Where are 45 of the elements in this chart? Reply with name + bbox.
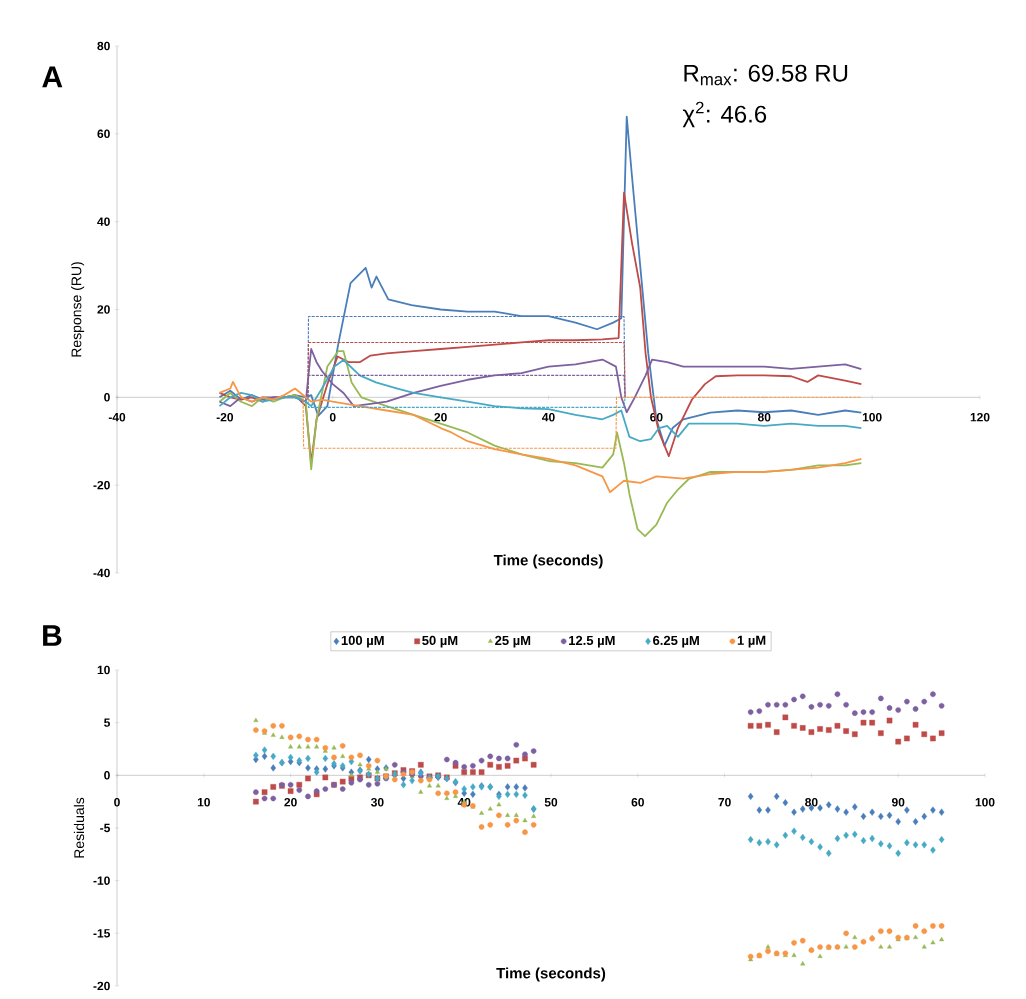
y-tick-label: 60 [97,129,110,139]
x-tick-label: 80 [805,797,818,807]
y-tick-label: -10 [93,876,110,885]
y-tick-label: 20 [97,305,110,314]
y-axis-title: Residuals [73,797,85,858]
chart-title: B [43,625,62,646]
text: A [42,66,63,88]
legend-label: 100 µM [341,635,384,648]
x-tick-label: -20 [216,412,234,422]
x-tick-label: 100 [862,412,882,422]
x-tick-label: 120 [970,412,990,422]
y-tick-label: -5 [100,823,110,833]
annotation: R$_{max}$: 69.58 RU [684,64,848,86]
x-tick-label: 70 [718,797,731,807]
x-tick-label: 90 [891,797,905,807]
y-tick-label: 0 [104,771,110,780]
x-axis-title: Time (seconds) [496,967,606,982]
y-tick-label: -15 [93,929,110,938]
x-tick-label: 30 [371,797,384,807]
y-tick-label: 0 [104,393,110,402]
y-axis-title: Response (RU) [71,262,85,357]
x-axis-title: Time (seconds) [493,554,603,569]
legend-label: 25 µM [495,635,531,648]
y-tick-label: 5 [104,718,110,727]
x-tick-label: 20 [434,412,447,422]
x-tick-label: 0 [114,797,120,807]
legend-label: 12.5 µM [569,635,615,648]
legend-label: 6.25 µM [653,635,699,648]
legend-label: 50 µM [422,635,458,648]
legend-label: 1 µM [737,635,766,648]
y-tick-label: -20 [93,981,110,991]
y-tick-label: 40 [97,217,110,226]
annotation: χ$^{2}$: 46.6 [682,101,767,128]
x-tick-label: 100 [975,797,995,807]
x-tick-label: 80 [757,412,771,422]
x-tick-label: 10 [197,797,210,807]
x-tick-label: 60 [631,797,644,807]
y-tick-label: 80 [97,41,110,51]
y-tick-label: 10 [97,665,110,675]
x-tick-label: 20 [284,797,297,807]
x-tick-label: 40 [542,412,555,422]
y-tick-label: -40 [93,568,110,578]
y-tick-label: -20 [93,480,110,490]
x-tick-label: 50 [544,797,558,807]
x-tick-label: 0 [329,412,336,422]
